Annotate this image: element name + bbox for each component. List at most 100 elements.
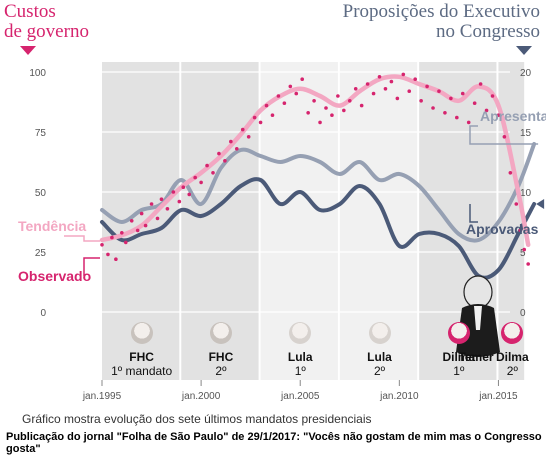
term-label-3: Lula 2º — [345, 350, 415, 378]
observado-point — [135, 228, 140, 233]
left-tick-label: 0 — [40, 308, 46, 319]
term-number: 2º — [215, 364, 227, 378]
right-tick-label: 10 — [520, 188, 532, 199]
term-label-0: FHC 1º mandato — [107, 350, 177, 378]
observado-point — [443, 111, 447, 115]
observado-point — [478, 82, 483, 86]
observado-point — [193, 175, 197, 180]
observado-point — [502, 135, 507, 139]
observado-point — [466, 120, 471, 125]
observado-point — [518, 228, 523, 233]
observado-point — [252, 115, 257, 120]
president-face-icon — [447, 322, 470, 344]
observado-point — [129, 219, 134, 223]
observado-point — [383, 87, 388, 91]
term-number: 1º — [453, 364, 465, 378]
observado-point — [177, 199, 182, 204]
observado-point — [449, 96, 453, 101]
observado-point — [143, 223, 148, 228]
leader-tendencia — [64, 235, 100, 242]
x-tick-label: jan.1995 — [82, 391, 122, 402]
left-tick-label: 75 — [35, 128, 47, 139]
observado-point — [371, 91, 376, 96]
right-axis-title: Proposições do Executivo no Congresso — [300, 2, 540, 42]
observado-point — [211, 171, 215, 175]
term-name: FHC — [129, 350, 154, 364]
term-label-5: Dilma 2º — [477, 350, 546, 378]
observado-point — [159, 197, 164, 201]
president-face-icon — [501, 322, 524, 344]
observado-point — [353, 87, 358, 91]
observado-point — [460, 91, 465, 96]
president-face-icon — [368, 322, 391, 344]
right-tick-label: 5 — [520, 248, 526, 259]
term-label-6: Temer — [441, 350, 511, 364]
observado-point — [526, 262, 530, 266]
label-apresentadas: Apresentadas — [480, 108, 546, 124]
leader-observado — [83, 257, 100, 276]
observado-point — [264, 103, 269, 108]
observado-point — [217, 151, 221, 156]
temer-head-icon — [463, 275, 493, 309]
observado-point — [229, 139, 233, 144]
term-label-2: Lula 1º — [265, 350, 335, 378]
observado-point — [336, 94, 340, 98]
observado-point — [181, 185, 186, 189]
observado-point — [437, 89, 441, 93]
president-face-icon — [289, 322, 312, 344]
term-name: Dilma — [495, 350, 529, 364]
x-tick-label: jan.2000 — [181, 391, 221, 402]
term-number: 1º mandato — [111, 364, 173, 378]
observado-point — [270, 113, 275, 117]
observado-point — [106, 252, 110, 257]
observado-point — [359, 103, 364, 108]
leader-apresentadas — [469, 125, 539, 145]
term-number: 1º — [294, 364, 306, 378]
president-face-icon — [209, 322, 232, 344]
x-tick-label: jan.2015 — [478, 391, 518, 402]
temer-body-icon — [456, 304, 500, 357]
observado-point — [425, 84, 429, 89]
right-tick-label: 15 — [520, 128, 532, 139]
observado-point — [282, 101, 287, 105]
observado-point — [312, 99, 316, 103]
term-band-6 — [526, 62, 539, 380]
observado-point — [389, 79, 394, 84]
term-label-4: Dilma 1º — [424, 350, 494, 378]
observado-point — [234, 147, 239, 151]
observado-point — [365, 82, 370, 86]
observado-point — [155, 216, 160, 221]
source-note: Publicação do jornal "Folha de São Paulo… — [6, 431, 542, 455]
observado-point — [276, 94, 281, 98]
observado-point — [171, 190, 176, 194]
president-face-icon — [130, 322, 153, 344]
left-axis-title: Custos de governo — [4, 2, 89, 42]
term-name: Lula — [287, 350, 313, 364]
observado-point — [246, 135, 251, 139]
arrow-aprovadas — [536, 199, 545, 209]
term-name: Lula — [367, 350, 392, 364]
observado-point — [288, 84, 293, 89]
leader-aprovadas — [469, 204, 478, 223]
label-tendencia: Tendência — [18, 218, 86, 234]
chart-caption: Gráfico mostra evolução dos sete últimos… — [22, 412, 372, 426]
left-axis-marker — [20, 46, 36, 55]
observado-point — [306, 111, 310, 115]
observado-point — [294, 91, 299, 96]
observado-point — [407, 89, 412, 93]
term-label-1: FHC 2º — [186, 350, 256, 378]
observado-point — [120, 231, 124, 235]
observado-point — [300, 77, 305, 81]
left-title-line2: de governo — [4, 21, 89, 42]
temer-shirt-icon — [474, 306, 482, 330]
observado-point — [472, 101, 477, 105]
label-aprovadas: Aprovadas — [466, 221, 539, 237]
right-title-line2: no Congresso — [436, 21, 540, 42]
observado-point — [522, 247, 527, 252]
series-line-tendencia — [99, 74, 531, 248]
observado-point — [330, 113, 334, 117]
term-number: 2º — [373, 364, 386, 378]
observado-point — [419, 99, 423, 103]
left-title-line1: Custos — [4, 1, 56, 22]
observado-point — [187, 192, 192, 197]
